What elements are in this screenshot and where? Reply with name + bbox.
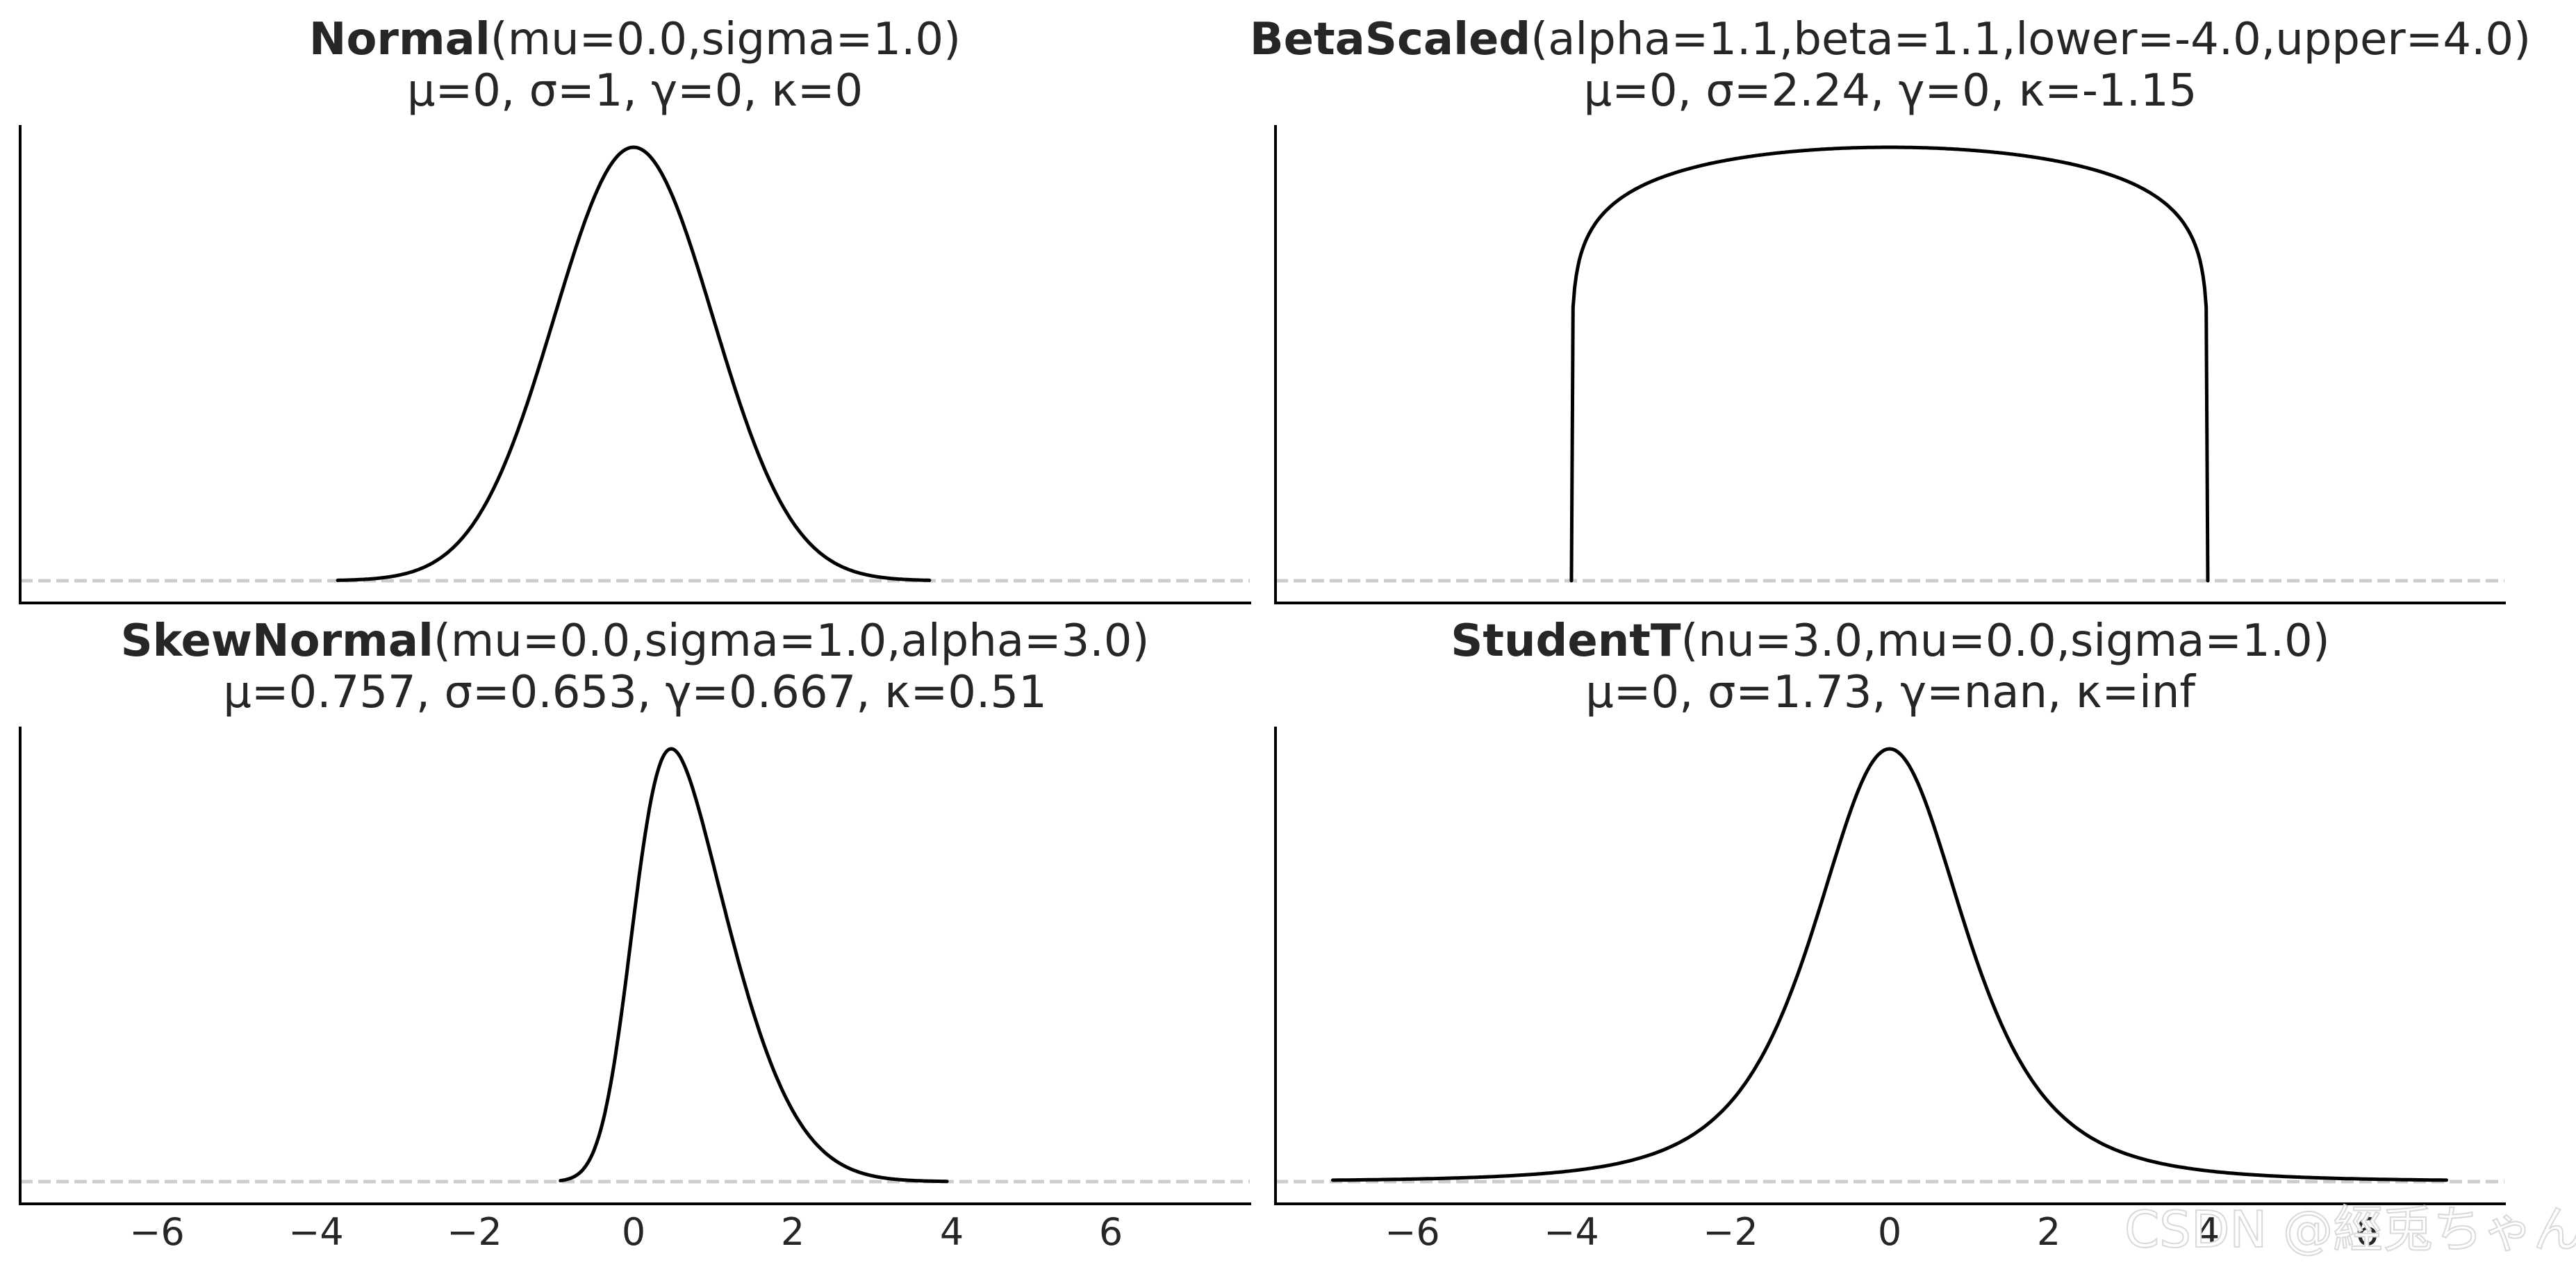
x-tick-label: −2 [447, 1210, 502, 1254]
panel-beta-scaled: BetaScaled(alpha=1.1,beta=1.1,lower=-4.0… [1250, 14, 2531, 604]
moments-subtitle: μ=0, σ=1, γ=0, κ=0 [407, 65, 863, 117]
x-tick-labels: −6 −4 −2 0 2 4 6 [1385, 1210, 2379, 1254]
x-tick-label: −2 [1703, 1210, 1758, 1254]
distribution-name: StudentT [1451, 615, 1681, 667]
distribution-params: (mu=0.0,sigma=1.0,alpha=3.0) [434, 615, 1149, 667]
distribution-name: SkewNormal [121, 615, 434, 667]
moments-subtitle: μ=0, σ=2.24, γ=0, κ=-1.15 [1584, 65, 2197, 117]
panel-title: StudentT(nu=3.0,mu=0.0,sigma=1.0) [1451, 615, 2329, 667]
x-tick-label: 4 [940, 1210, 964, 1254]
distribution-name: BetaScaled [1250, 14, 1530, 65]
pdf-curve [336, 145, 932, 582]
x-tick-label: 0 [1878, 1210, 1901, 1254]
x-tick-label: 0 [622, 1210, 645, 1254]
pdf-curve [1569, 145, 2210, 583]
x-tick-label: −4 [1544, 1210, 1599, 1254]
distribution-params: (alpha=1.1,beta=1.1,lower=-4.0,upper=4.0… [1530, 14, 2531, 65]
distribution-params: (nu=3.0,mu=0.0,sigma=1.0) [1681, 615, 2330, 667]
watermark: CSDN @經兎ちゃん [2124, 1200, 2576, 1259]
distribution-params: (mu=0.0,sigma=1.0) [490, 14, 961, 65]
panel-normal: Normal(mu=0.0,sigma=1.0) μ=0, σ=1, γ=0, … [19, 14, 1251, 604]
x-tick-label: −6 [129, 1210, 185, 1254]
x-tick-label: 4 [2196, 1210, 2220, 1254]
x-tick-label: 6 [2355, 1210, 2379, 1254]
x-tick-label: 2 [2037, 1210, 2061, 1254]
distribution-name: Normal [309, 14, 490, 65]
x-tick-label: −6 [1385, 1210, 1440, 1254]
x-tick-label: 6 [1099, 1210, 1123, 1254]
panel-title: SkewNormal(mu=0.0,sigma=1.0,alpha=3.0) [121, 615, 1150, 667]
x-tick-label: 2 [781, 1210, 804, 1254]
x-tick-labels: −6 −4 −2 0 2 4 6 [129, 1210, 1123, 1254]
panel-student-t: StudentT(nu=3.0,mu=0.0,sigma=1.0) μ=0, σ… [1274, 615, 2506, 1254]
x-tick-label: −4 [288, 1210, 344, 1254]
moments-subtitle: μ=0.757, σ=0.653, γ=0.667, κ=0.51 [223, 667, 1047, 718]
pdf-curve [559, 747, 949, 1184]
moments-subtitle: μ=0, σ=1.73, γ=nan, κ=inf [1585, 667, 2196, 718]
pdf-curve [1331, 747, 2448, 1182]
panel-title: Normal(mu=0.0,sigma=1.0) [309, 14, 961, 65]
panel-title: BetaScaled(alpha=1.1,beta=1.1,lower=-4.0… [1250, 14, 2531, 65]
panel-skew-normal: SkewNormal(mu=0.0,sigma=1.0,alpha=3.0) μ… [19, 615, 1251, 1254]
